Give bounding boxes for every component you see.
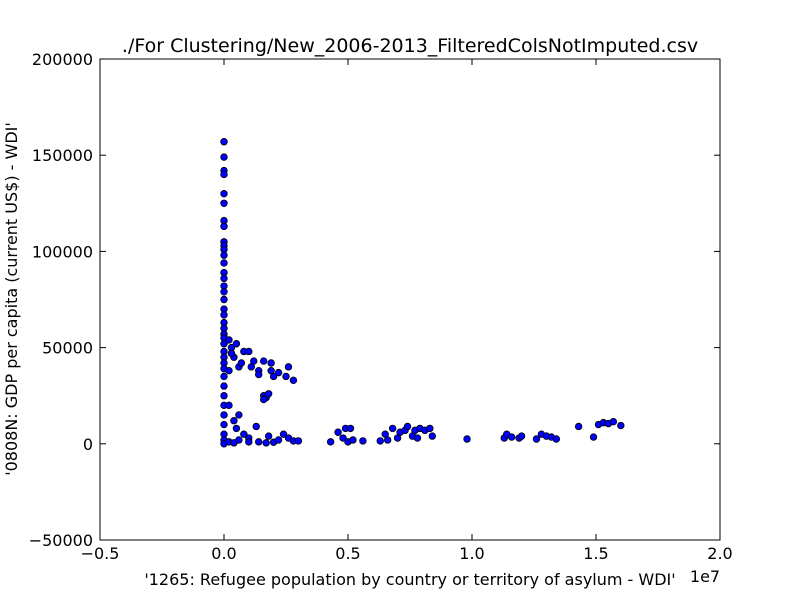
- y-tick-label: 150000: [32, 146, 93, 165]
- scatter-point: [589, 433, 598, 441]
- scatter-point: [227, 349, 236, 358]
- scatter-point: [264, 390, 273, 398]
- scatter-point: [269, 372, 278, 381]
- x-tick-label: 0.0: [211, 544, 236, 563]
- y-tick-label: 50000: [42, 339, 93, 358]
- scatter-point: [294, 437, 303, 445]
- scatter-point: [220, 311, 228, 319]
- scatter-point: [220, 411, 228, 419]
- x-tick-label: −0.5: [81, 544, 120, 563]
- y-tick-label: −50000: [29, 531, 93, 550]
- scatter-point: [383, 436, 392, 444]
- scatter-point: [255, 438, 263, 446]
- scatter-point: [252, 422, 260, 431]
- y-tick-label: 200000: [32, 50, 93, 69]
- scatter-point: [245, 347, 253, 356]
- scatter-point: [220, 288, 228, 296]
- scatter-point: [346, 424, 355, 433]
- y-tick-label: 100000: [32, 242, 93, 261]
- scatter-point: [334, 428, 342, 436]
- scatter-point: [220, 340, 228, 348]
- scatter-point: [403, 422, 412, 431]
- scatter-point: [574, 422, 583, 431]
- x-axis-label: '1265: Refugee population by country or …: [144, 570, 675, 589]
- scatter-point: [220, 392, 228, 400]
- plot-frame: [99, 58, 721, 541]
- scatter-point: [264, 432, 273, 440]
- scatter-point: [413, 434, 422, 442]
- scatter-point: [230, 417, 238, 425]
- scatter-point: [282, 372, 290, 381]
- scatter-point: [349, 436, 357, 444]
- scatter-point: [267, 359, 275, 367]
- scatter-point: [428, 432, 437, 440]
- scatter-point: [532, 435, 541, 443]
- scatter-point: [247, 363, 255, 371]
- scatter-point: [232, 340, 241, 348]
- scatter-point: [326, 438, 335, 446]
- scatter-point: [237, 359, 246, 367]
- scatter-point: [284, 363, 293, 371]
- scatter-point: [220, 420, 228, 429]
- scatter-point: [220, 170, 228, 179]
- scatter-point: [426, 424, 434, 433]
- scatter-point: [289, 376, 298, 385]
- scatter-point: [274, 368, 283, 377]
- scatter-point: [552, 435, 561, 443]
- scatter-point: [220, 372, 228, 381]
- scatter-point: [463, 435, 471, 443]
- scatter-point: [274, 436, 283, 444]
- x-tick-label: 1.0: [459, 544, 484, 563]
- y-axis-label: '0808N: GDP per capita (current US$) - W…: [2, 122, 21, 476]
- scatter-point: [262, 439, 270, 447]
- scatter-point: [220, 138, 228, 146]
- scatter-point: [376, 437, 384, 445]
- scatter-point: [225, 401, 233, 410]
- y-tick-label: 0: [83, 435, 93, 454]
- scatter-point: [388, 424, 397, 433]
- scatter-point: [255, 370, 263, 379]
- scatter-point: [609, 417, 618, 426]
- scatter-point: [617, 421, 625, 430]
- scatter-point: [220, 199, 228, 207]
- scatter-point: [359, 437, 367, 445]
- scatter-point: [279, 430, 288, 438]
- x-tick-label: 2.0: [707, 544, 732, 563]
- chart-title: ./For Clustering/New_2006-2013_FilteredC…: [122, 35, 698, 57]
- scatter-point: [232, 424, 241, 433]
- scatter-point: [240, 430, 248, 438]
- scatter-point: [220, 295, 228, 304]
- scatter-point: [220, 251, 228, 259]
- scatter-point: [259, 395, 268, 404]
- scatter-point: [225, 366, 233, 375]
- x-offset-label: 1e7: [690, 567, 720, 586]
- x-tick-label: 0.5: [335, 544, 360, 563]
- scatter-point: [220, 222, 228, 231]
- scatter-point: [507, 433, 516, 441]
- scatter-point: [220, 382, 228, 390]
- scatter-point: [517, 432, 526, 440]
- scatter-point: [339, 434, 347, 442]
- scatter-point: [220, 274, 228, 283]
- scatter-point: [220, 153, 228, 161]
- scatter-point: [259, 357, 268, 365]
- scatter-point: [220, 259, 228, 267]
- scatter-point: [220, 189, 228, 198]
- scatter-point: [235, 411, 243, 419]
- x-tick-label: 1.5: [583, 544, 608, 563]
- scatter-point: [245, 438, 253, 446]
- scatter-point: [235, 436, 243, 444]
- scatter-point: [225, 336, 233, 344]
